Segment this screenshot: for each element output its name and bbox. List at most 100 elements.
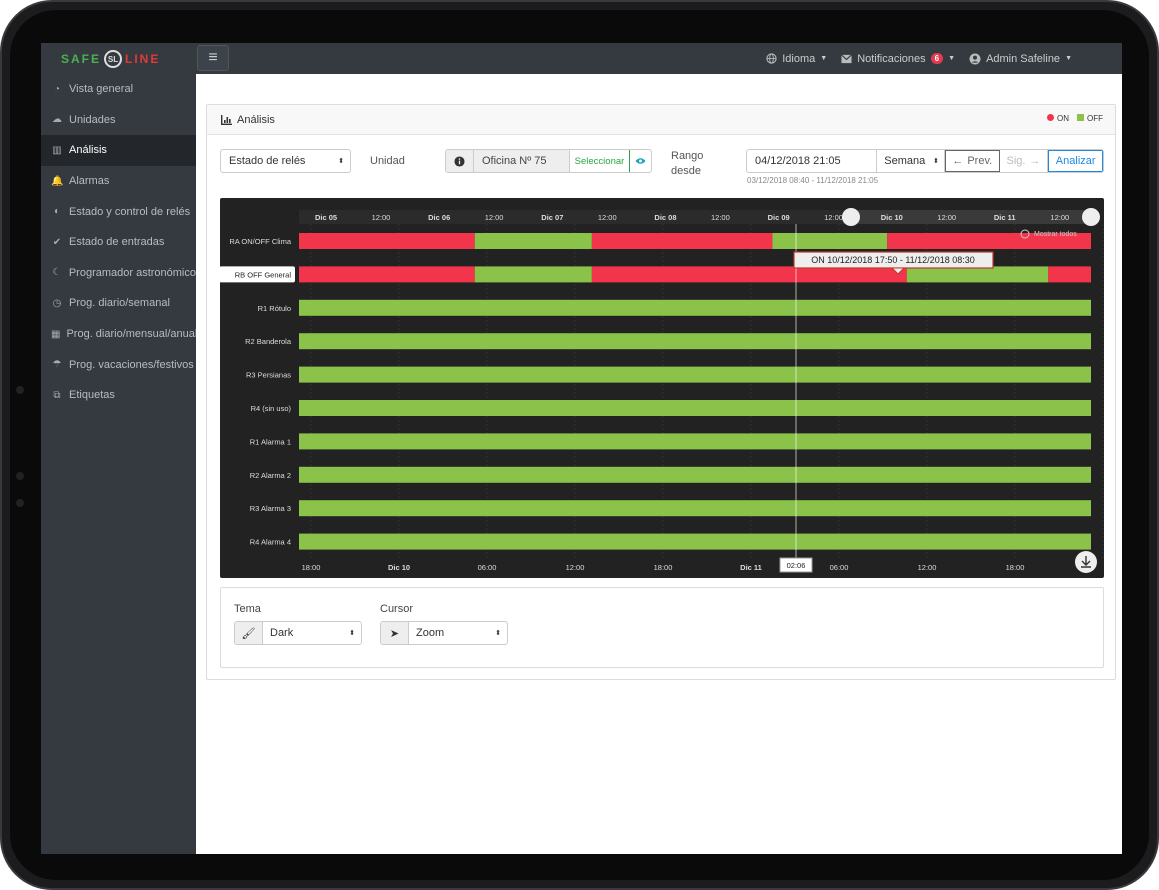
notifications-dropdown[interactable]: Notificaciones 6 ▼ <box>841 53 955 65</box>
bell-icon: 🔔 <box>51 175 64 187</box>
eye-icon <box>635 158 646 164</box>
segment-off[interactable] <box>299 400 1091 416</box>
clock-icon: ◷ <box>52 297 62 309</box>
sidebar-item-alarmas[interactable]: 🔔 Alarmas <box>41 166 196 197</box>
zoom-out-icon[interactable] <box>1020 229 1030 239</box>
select-arrows-icon: ⬍ <box>933 158 939 165</box>
side-sensor <box>16 499 24 507</box>
sidebar-item-label: Prog. diario/mensual/anual <box>66 328 196 341</box>
segment-on[interactable] <box>591 266 907 283</box>
bottom-axis-tick-label: Dic 11 <box>740 563 762 572</box>
row-label: R3 Persianas <box>246 371 291 380</box>
brand-logo[interactable]: SAFE SL LINE <box>61 49 160 69</box>
select-unit-button[interactable]: Seleccionar <box>570 150 630 172</box>
sidebar-item-prog-vacaciones-festivos[interactable]: ☂ Prog. vacaciones/festivos <box>41 349 196 380</box>
segment-on[interactable] <box>591 233 773 249</box>
bottom-axis-tick-label: 18:00 <box>654 563 673 572</box>
cursor-time-label: 02:06 <box>787 561 806 570</box>
next-button[interactable]: Sig. → <box>1000 150 1049 172</box>
segment-off[interactable] <box>299 333 1091 350</box>
cursor-time-box <box>779 557 813 573</box>
screen: SAFE SL LINE ≡ Idioma ▼ Notificaciones 6… <box>41 43 1122 854</box>
notifications-label: Notificaciones <box>857 52 926 65</box>
sidebar-item-vista-general[interactable]: ◔ Vista general <box>41 74 196 105</box>
chart-icon: ▥ <box>52 144 62 156</box>
segment-off[interactable] <box>474 266 592 283</box>
unit-field[interactable]: Oficina Nº 75 <box>474 150 570 172</box>
period-value: Semana <box>884 155 926 167</box>
segment-off[interactable] <box>299 433 1091 450</box>
range-label: Rango desde <box>671 149 703 179</box>
umbrella-icon: ☂ <box>52 359 62 371</box>
top-axis-tick-label: Dic 09 <box>768 213 790 222</box>
segment-off[interactable] <box>474 233 592 249</box>
prev-button[interactable]: ← Prev. <box>944 150 1000 172</box>
panel-header: Análisis ON OFF <box>207 105 1115 135</box>
show-all-button[interactable]: Mostrar todos <box>1034 231 1077 238</box>
sidebar-item-label: Programador astronómico <box>68 266 196 279</box>
analysis-form: Estado de relés ⬍ Unidad Oficina Nº 75 Se… <box>220 149 1104 177</box>
top-axis-tick-label: 12:00 <box>598 213 617 222</box>
row-label-pointer <box>290 270 295 279</box>
row-label: RA ON/OFF Clima <box>229 237 291 246</box>
view-unit-button[interactable] <box>630 150 651 172</box>
top-axis-tick-label: Dic 10 <box>881 213 903 222</box>
segment-on[interactable] <box>1048 266 1091 283</box>
bar-chart-icon <box>221 114 232 125</box>
segment-off[interactable] <box>299 466 1091 483</box>
period-select[interactable]: Semana ⬍ <box>877 150 945 172</box>
cursor-select[interactable]: Zoom ⬍ <box>409 622 507 644</box>
legend-on-label: ON <box>1057 114 1069 123</box>
analyze-button[interactable]: Analizar <box>1048 150 1103 172</box>
menu-toggle-button[interactable]: ≡ <box>197 45 229 71</box>
row-label: RB OFF General <box>235 270 292 279</box>
segment-on[interactable] <box>887 233 1091 249</box>
sidebar-item-estado-y-control-de-reles[interactable]: ◐ Estado y control de relés <box>41 196 196 227</box>
legend-off: OFF <box>1077 114 1103 123</box>
date-input[interactable]: 04/12/2018 21:05 <box>747 150 878 172</box>
segment-off[interactable] <box>299 299 1091 316</box>
segment-on[interactable] <box>299 266 475 283</box>
sidebar-item-etiquetas[interactable]: ⧉ Etiquetas <box>41 380 196 411</box>
language-dropdown[interactable]: Idioma ▼ <box>766 53 827 65</box>
navigator-window[interactable] <box>851 210 1091 224</box>
bottom-axis-tick-label: 06:00 <box>478 563 497 572</box>
legend-off-label: OFF <box>1087 114 1103 123</box>
download-icon <box>1081 556 1091 568</box>
theme-value: Dark <box>270 627 294 639</box>
top-axis-tick-label: 12:00 <box>937 213 956 222</box>
on-dot-icon <box>1047 114 1054 121</box>
sidebar-item-prog-diario-mensual-anual[interactable]: ▦ Prog. diario/mensual/anual <box>41 319 196 350</box>
info-button[interactable] <box>446 150 474 172</box>
cursor-label: Cursor <box>380 603 414 615</box>
user-name: Admin Safeline <box>986 52 1061 65</box>
segment-off[interactable] <box>299 533 1091 550</box>
analysis-type-select[interactable]: Estado de relés ⬍ <box>220 149 351 173</box>
segment-off[interactable] <box>299 366 1091 383</box>
next-label: Sig. <box>1006 155 1026 167</box>
sidebar-item-label: Etiquetas <box>69 389 115 402</box>
row-label: R4 Alarma 4 <box>250 538 291 547</box>
segment-off[interactable] <box>299 500 1091 517</box>
user-dropdown[interactable]: Admin Safeline ▼ <box>969 53 1072 65</box>
logo-mark: SL <box>104 50 123 68</box>
segment-off[interactable] <box>906 266 1049 283</box>
arrow-left-icon: ← <box>952 155 964 167</box>
sidebar-item-estado-de-entradas[interactable]: ✔ Estado de entradas <box>41 227 196 258</box>
navigator-handle-left[interactable] <box>842 208 860 226</box>
segment-on[interactable] <box>299 233 475 249</box>
top-axis-tick-label: Dic 11 <box>994 213 1016 222</box>
theme-select[interactable]: Dark ⬍ <box>263 622 361 644</box>
row-label: R1 Alarma 1 <box>250 437 291 446</box>
sidebar-item-unidades[interactable]: ☁ Unidades <box>41 105 196 136</box>
sidebar-item-programador-astronomico[interactable]: ☾ Programador astronómico <box>41 258 196 289</box>
sidebar-item-label: Alarmas <box>69 175 110 188</box>
top-axis-tick-label: 12:00 <box>711 213 730 222</box>
sidebar-item-prog-diario-semanal[interactable]: ◷ Prog. diario/semanal <box>41 288 196 319</box>
navigator-handle-right[interactable] <box>1082 208 1100 226</box>
relay-timeline-chart[interactable]: Dic 05 12:00 Dic 06 12:00 Dic 07 12:00 Dic 08 1… <box>220 198 1104 578</box>
logo-text-left: SAFE <box>61 52 102 66</box>
segment-off[interactable] <box>772 233 888 249</box>
sidebar-item-analisis[interactable]: ▥ Análisis <box>41 135 196 166</box>
